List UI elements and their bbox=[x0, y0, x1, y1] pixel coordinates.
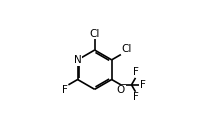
Text: N: N bbox=[74, 55, 81, 65]
Text: O: O bbox=[117, 85, 125, 95]
Text: Cl: Cl bbox=[89, 29, 100, 39]
Text: F: F bbox=[133, 92, 139, 102]
Text: Cl: Cl bbox=[121, 44, 132, 54]
Text: F: F bbox=[133, 67, 139, 77]
Text: F: F bbox=[62, 85, 68, 95]
Text: F: F bbox=[140, 80, 146, 90]
